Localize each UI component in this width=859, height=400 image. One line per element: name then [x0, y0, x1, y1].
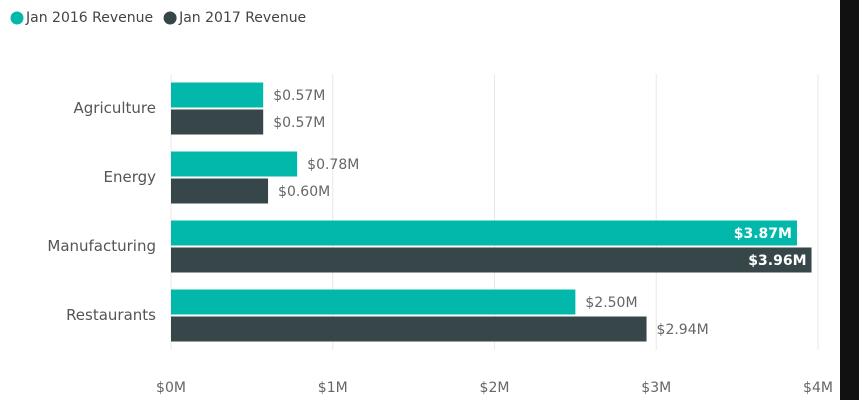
- x-tick-label: $0M: [156, 380, 186, 396]
- x-tick-label: $3M: [641, 380, 671, 396]
- bar: [171, 289, 576, 315]
- category-label: Manufacturing: [47, 237, 156, 255]
- x-tick-label: $4M: [803, 380, 833, 396]
- data-label: $0.57M: [273, 88, 325, 104]
- bar: [171, 178, 269, 204]
- legend-marker: [10, 11, 24, 25]
- window-edge: [840, 0, 859, 400]
- legend-marker: [163, 11, 177, 25]
- bar: [171, 316, 647, 342]
- data-label: $2.94M: [657, 322, 709, 338]
- data-label: $0.60M: [278, 184, 330, 200]
- legend-label: Jan 2017 Revenue: [178, 10, 306, 26]
- bar: [171, 247, 812, 273]
- data-label: $3.87M: [734, 226, 792, 242]
- category-label: Agriculture: [74, 99, 157, 117]
- bar: [171, 82, 264, 108]
- bar: [171, 109, 264, 135]
- data-label: $0.78M: [307, 157, 359, 173]
- data-label: $0.57M: [273, 115, 325, 131]
- x-tick-label: $1M: [318, 380, 348, 396]
- category-label: Restaurants: [66, 306, 156, 324]
- data-label: $3.96M: [748, 253, 806, 269]
- bar: [171, 151, 298, 177]
- legend-label: Jan 2016 Revenue: [25, 10, 153, 26]
- data-label: $2.50M: [585, 295, 637, 311]
- x-tick-label: $2M: [480, 380, 510, 396]
- bar: [171, 220, 797, 246]
- category-label: Energy: [103, 168, 156, 186]
